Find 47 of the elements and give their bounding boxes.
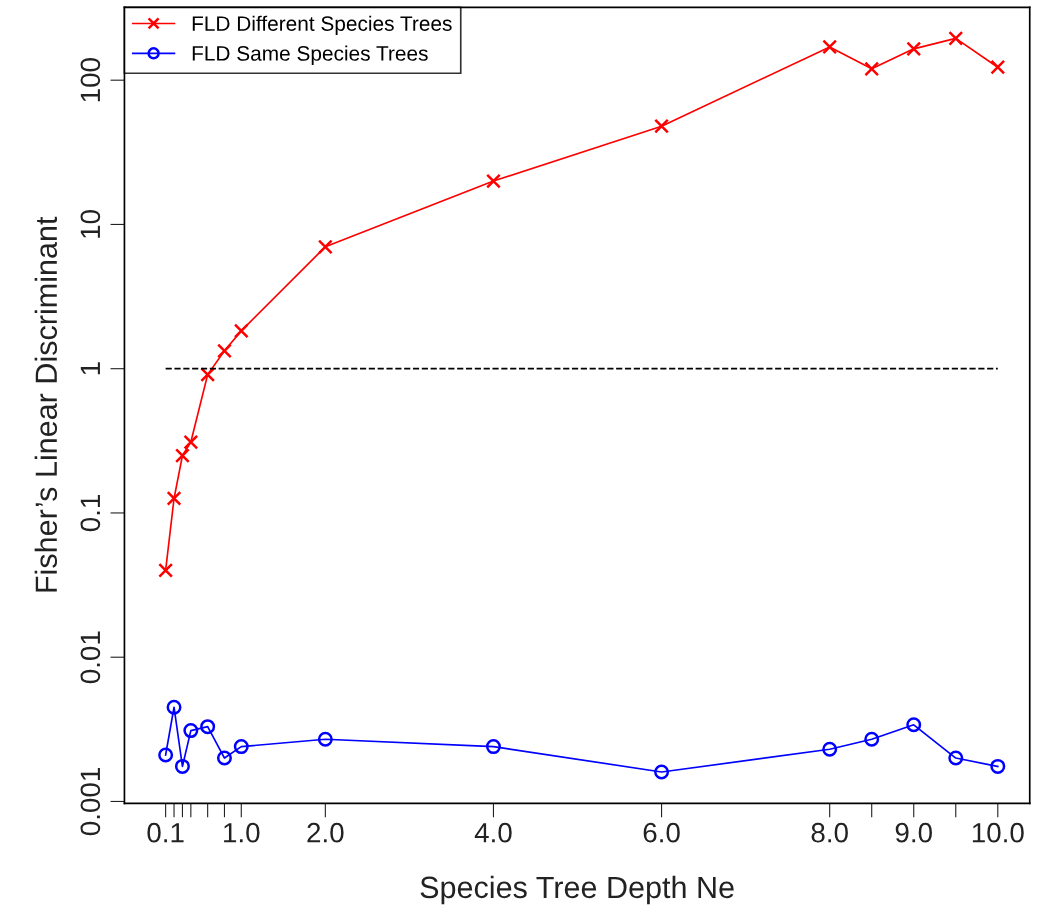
y-tick-label: 0.1 xyxy=(80,495,101,532)
point xyxy=(233,739,249,755)
point xyxy=(654,118,670,134)
y-tick-label: 0.001 xyxy=(80,768,101,836)
point xyxy=(174,448,190,464)
y-tick-label: 100 xyxy=(80,58,101,102)
legend-label: FLD Different Species Trees xyxy=(192,15,452,36)
x-tick-label: 4.0 xyxy=(474,822,512,843)
point xyxy=(948,30,964,46)
point xyxy=(166,490,182,506)
x-axis-title: Species Tree Depth Ne xyxy=(420,875,734,905)
point xyxy=(822,741,838,757)
x-tick-label: 0.1 xyxy=(147,822,184,843)
point xyxy=(233,323,249,339)
x-tick-label: 10.0 xyxy=(972,822,1024,843)
point xyxy=(864,61,880,77)
x-tick-label: 1.0 xyxy=(224,822,260,843)
legend-label: FLD Same Species Trees xyxy=(192,45,428,65)
point xyxy=(166,699,182,715)
point xyxy=(906,717,922,733)
y-axis-title: Fisher’s Linear Discriminant xyxy=(34,216,58,592)
point xyxy=(174,758,190,774)
point xyxy=(654,764,670,780)
x-tick-label: 8.0 xyxy=(811,822,848,843)
point xyxy=(158,747,174,763)
x-tick-label: 9.0 xyxy=(895,822,932,843)
point xyxy=(183,723,199,739)
point xyxy=(317,731,333,747)
y-tick-label: 1 xyxy=(80,362,100,375)
point xyxy=(822,39,838,55)
point xyxy=(948,750,964,766)
point xyxy=(183,434,199,450)
point xyxy=(990,59,1006,75)
point xyxy=(158,562,174,578)
point xyxy=(906,41,922,57)
point xyxy=(485,739,501,755)
x-tick-label: 6.0 xyxy=(643,822,680,843)
point xyxy=(485,173,501,189)
point xyxy=(317,239,333,255)
point xyxy=(990,758,1006,774)
x-tick-label: 2.0 xyxy=(307,822,344,843)
point xyxy=(216,750,232,766)
point xyxy=(216,343,232,359)
y-tick-label: 10 xyxy=(80,210,101,238)
point xyxy=(864,731,880,747)
point xyxy=(200,719,216,735)
y-tick-label: 0.01 xyxy=(80,631,101,684)
